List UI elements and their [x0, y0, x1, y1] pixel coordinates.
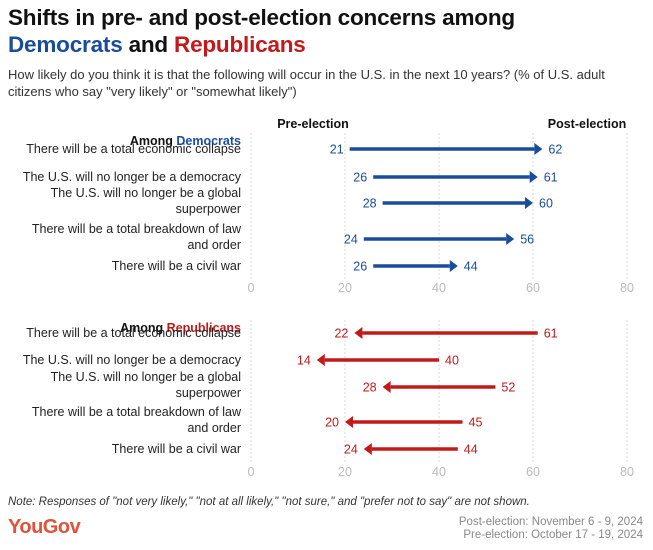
republicans-pre-value: 61	[544, 327, 558, 341]
republicans-category-label: There will be a total economic collapse	[26, 326, 241, 340]
republicans-tick-label: 40	[432, 465, 446, 479]
democrats-post-value: 60	[539, 197, 553, 211]
title-line-2: Democrats and Republicans	[8, 31, 648, 58]
republicans-tick-label: 20	[338, 465, 352, 479]
democrats-arrow-head	[534, 143, 543, 155]
democrats-category-label: There will be a civil war	[112, 259, 241, 273]
republicans-arrow-head	[382, 381, 391, 393]
republicans-post-value: 22	[334, 327, 348, 341]
post-election-dates: Post-election: November 6 - 9, 2024	[458, 516, 643, 528]
pre-election-dates: Pre-election: October 17 - 19, 2024	[463, 529, 643, 541]
democrats-pre-value: 26	[353, 260, 367, 274]
republicans-arrow-head	[363, 443, 372, 455]
republicans-post-value: 14	[297, 354, 311, 368]
democrats-post-value: 44	[464, 260, 478, 274]
post-election-header: Post-election	[548, 117, 627, 131]
democrats-arrow-head	[529, 171, 538, 183]
democrats-tick-label: 0	[248, 281, 255, 295]
republicans-tick-label: 0	[248, 465, 255, 479]
democrats-group-label: Among Democrats	[130, 134, 241, 148]
democrats-category-label: There will be a total breakdown of law an…	[32, 222, 242, 252]
pre-election-header: Pre-election	[277, 117, 349, 131]
republicans-pre-value: 44	[464, 443, 478, 457]
democrats-arrow-head	[506, 233, 515, 245]
yougov-logo: YouGov	[8, 516, 81, 538]
republicans-category-label: The U.S. will no longer be a democracy	[23, 353, 242, 367]
republicans-group-label: Among Republicans	[120, 321, 241, 335]
democrats-category-label: The U.S. will no longer be a global super…	[51, 186, 241, 216]
republicans-post-value: 28	[363, 381, 377, 395]
survey-dates: Post-election: November 6 - 9, 2024 Pre-…	[459, 516, 643, 542]
democrats-category-label: The U.S. will no longer be a democracy	[23, 170, 242, 184]
chart-subtitle: How likely do you think it is that the f…	[8, 67, 605, 99]
republicans-category-label: There will be a civil war	[112, 442, 241, 456]
republicans-post-value: 20	[325, 416, 339, 430]
democrats-pre-value: 26	[353, 171, 367, 185]
republicans-post-value: 24	[344, 443, 358, 457]
democrats-tick-label: 60	[526, 281, 540, 295]
republicans-category-label: The U.S. will no longer be a global super…	[51, 370, 241, 400]
title-line-1: Shifts in pre- and post-election concern…	[8, 5, 515, 30]
democrats-tick-label: 20	[338, 281, 352, 295]
title-and: and	[122, 32, 175, 57]
democrats-pre-value: 21	[330, 143, 344, 157]
republicans-arrow-head	[345, 416, 353, 428]
footnote: Note: Responses of "not very likely," "n…	[8, 496, 530, 508]
republicans-tick-label: 60	[526, 465, 540, 479]
republicans-pre-value: 40	[445, 354, 459, 368]
title-democrats: Democrats	[8, 32, 123, 57]
democrats-arrow-head	[525, 197, 533, 209]
democrats-post-value: 62	[548, 143, 562, 157]
democrats-post-value: 56	[520, 233, 534, 247]
title-republicans: Republicans	[174, 32, 306, 57]
republicans-arrow-head	[354, 327, 363, 339]
republicans-arrow-head	[316, 354, 325, 366]
democrats-tick-label: 40	[432, 281, 446, 295]
chart-title: Shifts in pre- and post-election concern…	[8, 4, 648, 58]
democrats-tick-label: 80	[620, 281, 634, 295]
republicans-pre-value: 52	[501, 381, 515, 395]
democrats-arrow-head	[449, 260, 458, 272]
democrats-pre-value: 24	[344, 233, 358, 247]
republicans-category-label: There will be a total breakdown of law an…	[32, 405, 242, 435]
democrats-pre-value: 28	[363, 197, 377, 211]
republicans-tick-label: 80	[620, 465, 634, 479]
republicans-pre-value: 45	[469, 416, 483, 430]
democrats-post-value: 61	[544, 171, 558, 185]
democrats-category-label: There will be a total economic collapse	[26, 142, 241, 156]
